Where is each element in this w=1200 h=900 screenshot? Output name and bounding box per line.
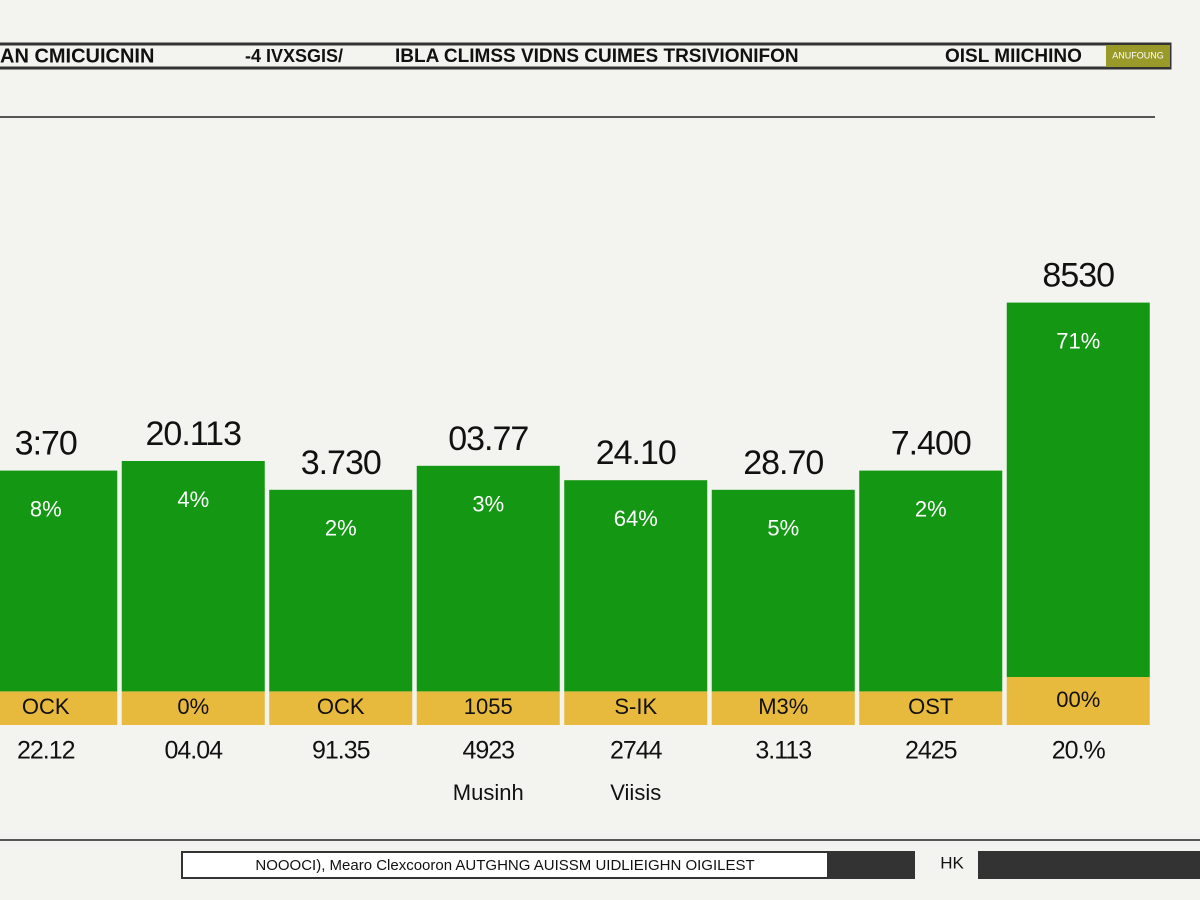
data-label: 7.400 [891, 425, 971, 463]
data-label: 24.10 [596, 434, 676, 472]
segment-label: 4% [177, 487, 209, 512]
bar-segment [416, 691, 560, 725]
x-tick-label: 22.12 [17, 737, 75, 765]
x-tick-label: 4923 [462, 737, 514, 765]
header-tag: -4 IVXSGIS/ [245, 46, 343, 66]
segment-label: 71% [1056, 328, 1100, 353]
header-badge [1106, 45, 1170, 67]
data-label: 3.730 [301, 444, 381, 482]
bar-segment [416, 465, 560, 692]
x-sub-label: Viisis [610, 780, 661, 805]
bar-segment [269, 489, 413, 692]
badge-text: ANUFOUNG [1112, 50, 1164, 60]
x-sub-label: Musinh [453, 780, 524, 805]
segment-label: 5% [767, 516, 799, 541]
segment-label: 64% [614, 506, 658, 531]
x-tick-label: 20.% [1052, 737, 1106, 765]
brand: AN CMICUICNIN [0, 45, 154, 67]
x-tick-label: 2744 [610, 737, 663, 765]
bar-segment [1006, 677, 1150, 725]
data-label: 28.70 [743, 444, 823, 482]
bar-segment [121, 461, 265, 692]
segment-label: 8% [30, 496, 62, 521]
footer-note: NOOOCI), Mearo Clexcooron AUTGHNG AUISSM… [255, 857, 754, 874]
base-label: 1055 [464, 694, 513, 719]
base-label: M3% [758, 694, 808, 719]
data-label: 8530 [1042, 257, 1114, 295]
bar-segment [859, 691, 1003, 725]
bar-segment [859, 470, 1003, 692]
data-label: 3:70 [15, 425, 77, 463]
bar-segment [269, 691, 413, 725]
bar-segment [0, 470, 118, 692]
bar-segment [711, 691, 855, 725]
data-label: 03.77 [448, 420, 528, 458]
segment-label: 2% [325, 516, 357, 541]
bar-segment [121, 691, 265, 725]
segment-label: 3% [472, 492, 504, 517]
x-tick-label: 3.113 [755, 737, 811, 765]
header-right: OISL MIICHINO [945, 46, 1082, 67]
base-label: OST [908, 694, 953, 719]
base-label: 0% [177, 694, 209, 719]
x-tick-label: 91.35 [312, 737, 370, 765]
footer-right: HK [940, 853, 964, 872]
base-label: OCK [317, 694, 365, 719]
header-title: IBLA CLIMSS VIDNS CUIMES TRSIVIONIFON [395, 46, 799, 67]
footer-bar [828, 851, 915, 879]
base-label: 00% [1056, 687, 1100, 712]
data-label: 20.113 [146, 415, 242, 453]
base-label: S-IK [614, 694, 657, 719]
bar-segment [564, 480, 708, 692]
bar-segment [1006, 302, 1150, 677]
x-tick-label: 2425 [905, 737, 957, 765]
bar-segment [711, 489, 855, 692]
segment-label: 2% [915, 496, 947, 521]
bar-segment [564, 691, 708, 725]
x-tick-label: 04.04 [164, 737, 223, 765]
footer-bar [978, 851, 1200, 879]
bar-segment [0, 691, 118, 725]
base-label: OCK [22, 694, 70, 719]
